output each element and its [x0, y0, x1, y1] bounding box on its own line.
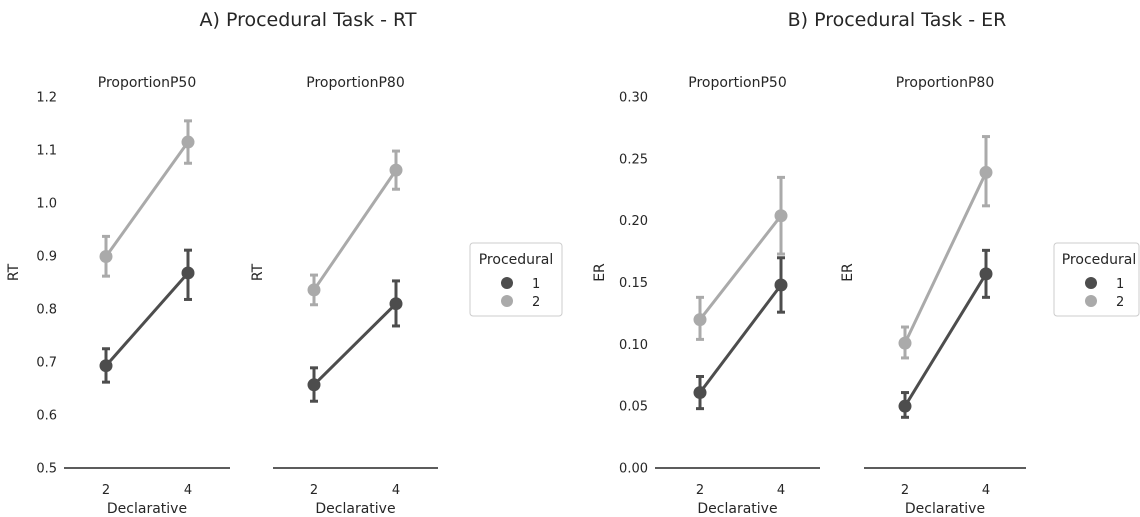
legend-b-marker-1 — [1085, 277, 1097, 289]
x-axis-label: Declarative — [315, 501, 395, 517]
y-tick-label: 0.30 — [619, 91, 648, 106]
data-point — [898, 336, 912, 350]
series-1 — [898, 248, 993, 419]
legend-a-label-1: 1 — [532, 277, 540, 292]
series-line — [698, 214, 783, 321]
y-axis-label: RT — [250, 263, 266, 281]
y-tick-label: 0.8 — [36, 303, 57, 318]
legend-a: Procedural 1 2 — [469, 242, 563, 317]
y-tick-label: 0.15 — [619, 276, 648, 291]
y-tick-label: 1.2 — [36, 91, 57, 106]
data-point — [389, 297, 403, 311]
legend-a-label-2: 2 — [532, 295, 540, 310]
series-2 — [307, 149, 403, 307]
series-line — [903, 273, 988, 407]
data-point — [979, 165, 993, 179]
y-tick-label: 0.25 — [619, 152, 648, 167]
legend-a-title: Procedural — [479, 252, 554, 268]
panels: ProportionP50 0.5 0.6 0.7 0.8 0.9 1.0 1.1 1.2 RT 2… — [6, 75, 1026, 517]
data-point — [898, 399, 912, 413]
legend-b-marker-2 — [1085, 295, 1097, 307]
panel-a-2: ProportionP80 RT 2 4 Declarative — [250, 75, 438, 517]
y-tick-label: 0.20 — [619, 214, 648, 229]
series-2 — [693, 175, 788, 341]
panel-title: ProportionP80 — [896, 75, 995, 91]
series-line — [104, 271, 190, 367]
series-line — [312, 169, 398, 291]
legend-a-frame — [469, 242, 563, 317]
x-axis-label: Declarative — [905, 501, 985, 517]
legend-b-label-1: 1 — [1116, 277, 1124, 292]
series-1 — [99, 248, 195, 384]
panel-a-1: ProportionP50 0.5 0.6 0.7 0.8 0.9 1.0 1.1 1.2 RT 2… — [6, 75, 230, 517]
legend-a-marker-1 — [501, 277, 513, 289]
y-axis-label: ER — [592, 263, 608, 282]
data-point — [774, 278, 788, 292]
panel-b-1: ProportionP50 0.00 0.05 0.10 0.15 0.20 0.25 0.3… — [592, 75, 820, 517]
y-tick-label: 0.7 — [36, 356, 57, 371]
x-tick-label: 4 — [982, 483, 990, 498]
data-point — [693, 386, 707, 400]
panel-b-2: ProportionP80 ER 2 4 Declarative — [840, 75, 1026, 517]
panel-title: ProportionP50 — [98, 75, 197, 91]
figure-title-a: A) Procedural Task - RT — [200, 9, 417, 31]
data-point — [307, 378, 321, 392]
x-axis-label: Declarative — [107, 501, 187, 517]
data-point — [389, 163, 403, 177]
y-tick-label: 1.0 — [36, 197, 57, 212]
legend-b: Procedural 1 2 — [1053, 242, 1140, 317]
y-tick-label: 0.5 — [36, 462, 57, 477]
x-tick-label: 4 — [777, 483, 785, 498]
data-point — [99, 359, 113, 373]
data-point — [693, 313, 707, 327]
data-point — [774, 209, 788, 223]
x-tick-label: 4 — [392, 483, 400, 498]
y-tick-label: 0.9 — [36, 250, 57, 265]
y-tick-label: 0.6 — [36, 409, 57, 424]
series-line — [903, 171, 988, 344]
series-2 — [898, 135, 993, 360]
series-line — [312, 302, 398, 386]
legend-b-label-2: 2 — [1116, 295, 1124, 310]
series-line — [698, 284, 783, 394]
legend-b-frame — [1053, 242, 1140, 317]
x-axis-label: Declarative — [697, 501, 777, 517]
data-point — [979, 267, 993, 281]
data-point — [307, 283, 321, 297]
panel-title: ProportionP50 — [688, 75, 787, 91]
x-tick-label: 2 — [310, 483, 318, 498]
x-tick-label: 2 — [102, 483, 110, 498]
data-point — [181, 135, 195, 149]
figure-title-b: B) Procedural Task - ER — [788, 9, 1007, 31]
series-1 — [693, 256, 788, 411]
y-axis-label: RT — [6, 263, 22, 281]
y-axis-label: ER — [840, 263, 856, 282]
series-2 — [99, 119, 195, 278]
y-tick-label: 0.05 — [619, 400, 648, 415]
data-point — [99, 250, 113, 264]
series-1 — [307, 279, 403, 403]
y-tick-label: 0.00 — [619, 462, 648, 477]
y-tick-label: 0.10 — [619, 338, 648, 353]
data-point — [181, 266, 195, 280]
legend-a-marker-2 — [501, 295, 513, 307]
y-tick-label: 1.1 — [36, 144, 57, 159]
series-line — [104, 141, 190, 258]
x-tick-label: 2 — [696, 483, 704, 498]
x-tick-label: 4 — [184, 483, 192, 498]
x-tick-label: 2 — [901, 483, 909, 498]
panel-title: ProportionP80 — [306, 75, 405, 91]
legend-b-title: Procedural — [1062, 252, 1137, 268]
